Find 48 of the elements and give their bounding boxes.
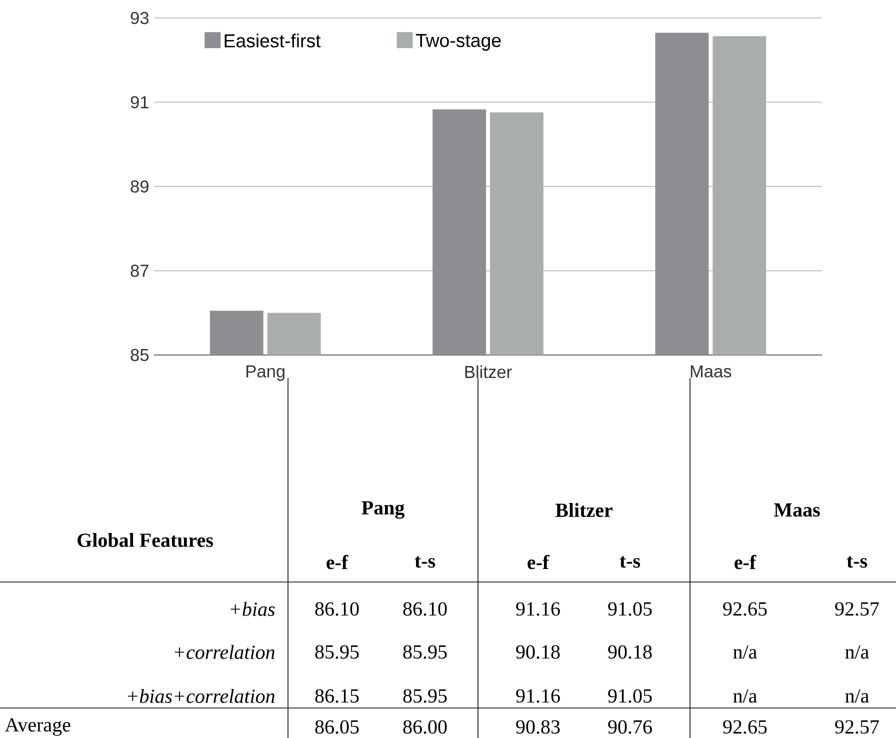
y-tick-label: 85 [130, 348, 149, 362]
y-tick-label: 87 [130, 264, 148, 277]
text: 91.16 [516, 602, 560, 616]
text: 90.18 [516, 645, 560, 659]
text: 86.00 [403, 720, 447, 734]
x-tick-label: Maas [690, 365, 732, 378]
text: 92.65 [723, 720, 767, 734]
text: t-s [414, 556, 436, 568]
text: 91.05 [608, 689, 652, 703]
text: 90.18 [608, 645, 652, 659]
text: Global Features [78, 532, 213, 548]
text: 90.76 [608, 720, 652, 734]
y-tick-label: 89 [130, 180, 148, 193]
text: n/a [845, 645, 869, 659]
text: 85.95 [403, 645, 447, 659]
text: e-f [326, 554, 348, 570]
text: t-s [620, 556, 640, 568]
text: 92.57 [835, 720, 879, 734]
text: 91.16 [516, 689, 560, 703]
text: n/a [845, 689, 869, 703]
text: e-f [734, 554, 756, 570]
text: 85.95 [403, 689, 447, 703]
text: 86.10 [315, 602, 359, 616]
text: 92.65 [723, 602, 767, 616]
text: e-f [528, 554, 550, 570]
text: t-s [846, 556, 868, 568]
x-tick-label: Blitzer [465, 365, 512, 378]
x-tick-label: Pang [246, 365, 284, 381]
category-label: Blitzer [555, 502, 612, 518]
text: 90.83 [516, 720, 560, 734]
text: 86.05 [315, 720, 359, 734]
text: +bias+correlation [128, 688, 274, 704]
category-label: Maas [774, 503, 820, 517]
category-label: Pang [362, 501, 404, 519]
y-tick-label: 91 [130, 96, 148, 108]
text: 86.15 [315, 689, 359, 703]
text: Average [4, 718, 70, 736]
text: +bias [230, 602, 275, 616]
legend-label: Two-stage [416, 34, 501, 51]
text: 85.95 [315, 645, 359, 659]
text: n/a [733, 645, 757, 659]
text: 86.10 [403, 602, 447, 616]
text: +correlation [174, 644, 274, 660]
text: 92.57 [835, 602, 879, 616]
y-tick-label: 93 [130, 12, 149, 24]
legend-label: Easiest-first [224, 34, 321, 48]
text: n/a [733, 689, 757, 703]
text: 91.05 [608, 602, 652, 616]
